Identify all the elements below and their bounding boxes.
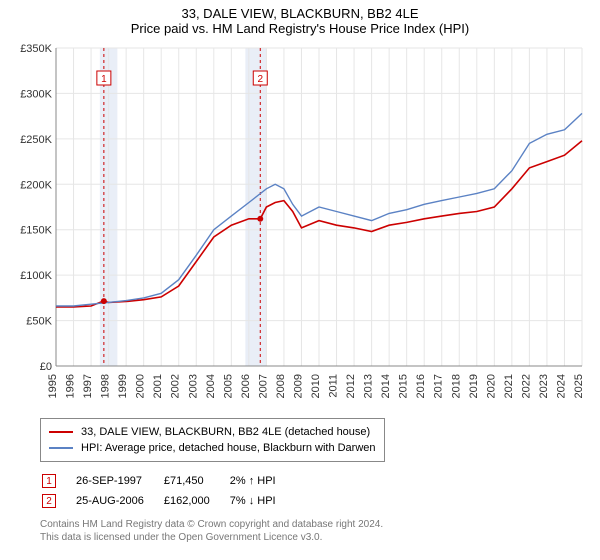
svg-text:£350K: £350K xyxy=(20,43,52,55)
svg-text:2013: 2013 xyxy=(363,374,375,398)
svg-text:2014: 2014 xyxy=(380,374,392,398)
footer-line1: Contains HM Land Registry data © Crown c… xyxy=(40,518,590,531)
chart-title-line1: 33, DALE VIEW, BLACKBURN, BB2 4LE xyxy=(10,6,590,21)
svg-text:1: 1 xyxy=(101,74,107,85)
svg-text:2017: 2017 xyxy=(433,374,445,398)
svg-text:2021: 2021 xyxy=(503,374,515,398)
svg-text:2005: 2005 xyxy=(222,374,234,398)
marker-date-2: 25-AUG-2006 xyxy=(76,492,162,510)
svg-text:1998: 1998 xyxy=(100,374,112,398)
svg-text:2001: 2001 xyxy=(152,374,164,398)
footer-line2: This data is licensed under the Open Gov… xyxy=(40,531,590,544)
legend-box: 33, DALE VIEW, BLACKBURN, BB2 4LE (detac… xyxy=(40,418,385,462)
svg-text:2002: 2002 xyxy=(170,374,182,398)
marker-row-1: 1 26-SEP-1997 £71,450 2% ↑ HPI xyxy=(42,472,294,490)
marker-date-1: 26-SEP-1997 xyxy=(76,472,162,490)
legend-swatch-2 xyxy=(49,447,73,449)
svg-text:2007: 2007 xyxy=(257,374,269,398)
legend-item-1: 33, DALE VIEW, BLACKBURN, BB2 4LE (detac… xyxy=(49,424,376,440)
chart-title-line2: Price paid vs. HM Land Registry's House … xyxy=(10,21,590,36)
chart-area: £0 £50K £100K £150K £200K £250K £300K £350K 1995… xyxy=(10,42,590,412)
svg-text:2023: 2023 xyxy=(538,374,550,398)
svg-text:2004: 2004 xyxy=(205,374,217,398)
svg-text:2012: 2012 xyxy=(345,374,357,398)
svg-text:2009: 2009 xyxy=(292,374,304,398)
legend-label-1: 33, DALE VIEW, BLACKBURN, BB2 4LE (detac… xyxy=(81,424,370,440)
svg-text:£150K: £150K xyxy=(20,225,52,237)
legend-item-2: HPI: Average price, detached house, Blac… xyxy=(49,440,376,456)
legend-swatch-1 xyxy=(49,431,73,433)
svg-text:2011: 2011 xyxy=(328,374,340,398)
svg-text:2020: 2020 xyxy=(485,374,497,398)
svg-text:2008: 2008 xyxy=(275,374,287,398)
svg-text:2025: 2025 xyxy=(573,374,585,398)
svg-text:2006: 2006 xyxy=(240,374,252,398)
svg-text:2019: 2019 xyxy=(468,374,480,398)
marker-badge-2: 2 xyxy=(42,494,56,508)
svg-text:1999: 1999 xyxy=(117,374,129,398)
legend-label-2: HPI: Average price, detached house, Blac… xyxy=(81,440,376,456)
markers-table: 1 26-SEP-1997 £71,450 2% ↑ HPI 2 25-AUG-… xyxy=(40,470,296,512)
svg-text:£100K: £100K xyxy=(20,270,52,282)
marker-price-1: £71,450 xyxy=(164,472,228,490)
svg-text:2016: 2016 xyxy=(415,374,427,398)
marker-price-2: £162,000 xyxy=(164,492,228,510)
svg-text:£300K: £300K xyxy=(20,88,52,100)
svg-text:2000: 2000 xyxy=(135,374,147,398)
svg-text:1995: 1995 xyxy=(47,374,59,398)
svg-text:1997: 1997 xyxy=(82,374,94,398)
marker-badge-1: 1 xyxy=(42,474,56,488)
svg-text:£0: £0 xyxy=(40,361,52,373)
footer: Contains HM Land Registry data © Crown c… xyxy=(40,518,590,544)
svg-text:£50K: £50K xyxy=(26,316,52,328)
marker-pct-1: 2% ↑ HPI xyxy=(230,472,294,490)
svg-text:1996: 1996 xyxy=(65,374,77,398)
svg-text:2003: 2003 xyxy=(187,374,199,398)
svg-text:2015: 2015 xyxy=(398,374,410,398)
svg-text:£250K: £250K xyxy=(20,134,52,146)
svg-text:2022: 2022 xyxy=(520,374,532,398)
svg-text:2024: 2024 xyxy=(555,374,567,398)
svg-text:£200K: £200K xyxy=(20,179,52,191)
svg-text:2: 2 xyxy=(257,74,263,85)
marker-pct-2: 7% ↓ HPI xyxy=(230,492,294,510)
marker-row-2: 2 25-AUG-2006 £162,000 7% ↓ HPI xyxy=(42,492,294,510)
svg-text:2018: 2018 xyxy=(450,374,462,398)
svg-text:2010: 2010 xyxy=(310,374,322,398)
line-chart-svg: £0 £50K £100K £150K £200K £250K £300K £350K 1995… xyxy=(10,42,590,412)
chart-container: 33, DALE VIEW, BLACKBURN, BB2 4LE Price … xyxy=(0,0,600,560)
